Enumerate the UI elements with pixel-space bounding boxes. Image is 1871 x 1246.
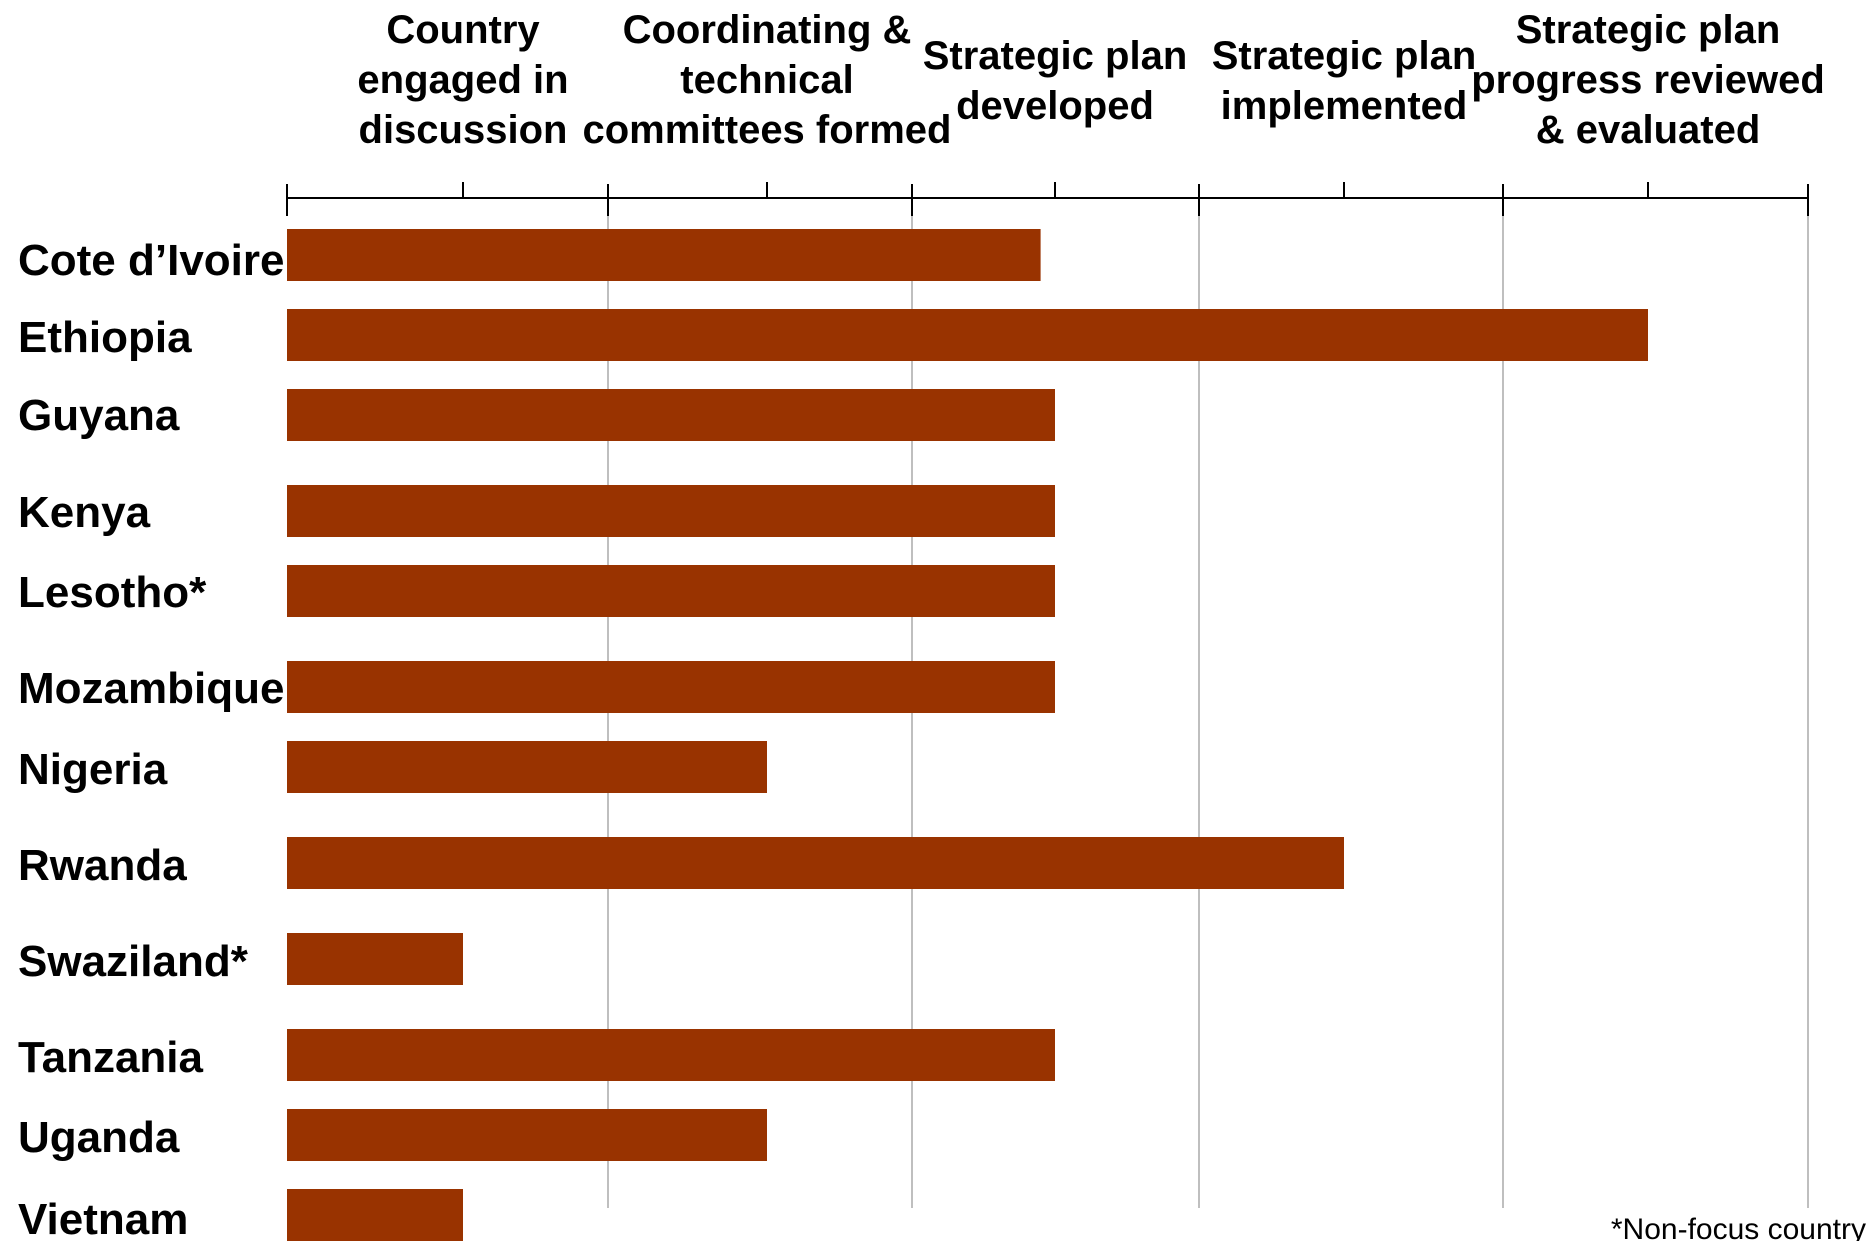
bar xyxy=(287,933,463,985)
bar xyxy=(287,837,1344,889)
bar xyxy=(287,389,1055,441)
country-label: Swaziland* xyxy=(18,937,249,986)
country-label: Ethiopia xyxy=(18,313,192,362)
top-axis xyxy=(287,182,1809,216)
bar xyxy=(287,741,767,793)
country-label: Cote d’Ivoire xyxy=(18,236,285,285)
stage-labels: Country engaged in discussionCoordinating … xyxy=(357,8,1824,152)
country-label: Vietnam xyxy=(18,1195,188,1241)
bar xyxy=(287,485,1055,537)
bars xyxy=(287,229,1648,1241)
footnote: *Non-focus country xyxy=(1611,1213,1866,1241)
bar xyxy=(287,309,1648,361)
country-label: Uganda xyxy=(18,1113,180,1162)
bar xyxy=(287,565,1055,617)
bar xyxy=(287,1029,1055,1081)
country-label: Mozambique xyxy=(18,664,284,713)
stage-label: Strategic plan implemented xyxy=(1212,34,1477,128)
bar xyxy=(287,1109,767,1161)
country-label: Nigeria xyxy=(18,745,168,794)
country-label: Lesotho* xyxy=(18,568,207,617)
stage-label: Country engaged in discussion xyxy=(357,8,568,152)
bar xyxy=(287,229,1041,281)
stage-label: Strategic plan developed xyxy=(923,34,1188,128)
country-label: Tanzania xyxy=(18,1033,204,1082)
bar xyxy=(287,1189,463,1241)
stage-label: Coordinating & technical committees formed xyxy=(583,8,952,152)
stage-label: Strategic plan progress reviewed & evaluat… xyxy=(1471,8,1825,152)
country-label: Guyana xyxy=(18,391,180,440)
country-label: Rwanda xyxy=(18,841,187,890)
bar xyxy=(287,661,1055,713)
country-labels: Cote d’Ivoire Ethiopia Guyana Kenya Lesotho*… xyxy=(18,236,285,1241)
country-label: Kenya xyxy=(18,488,151,537)
